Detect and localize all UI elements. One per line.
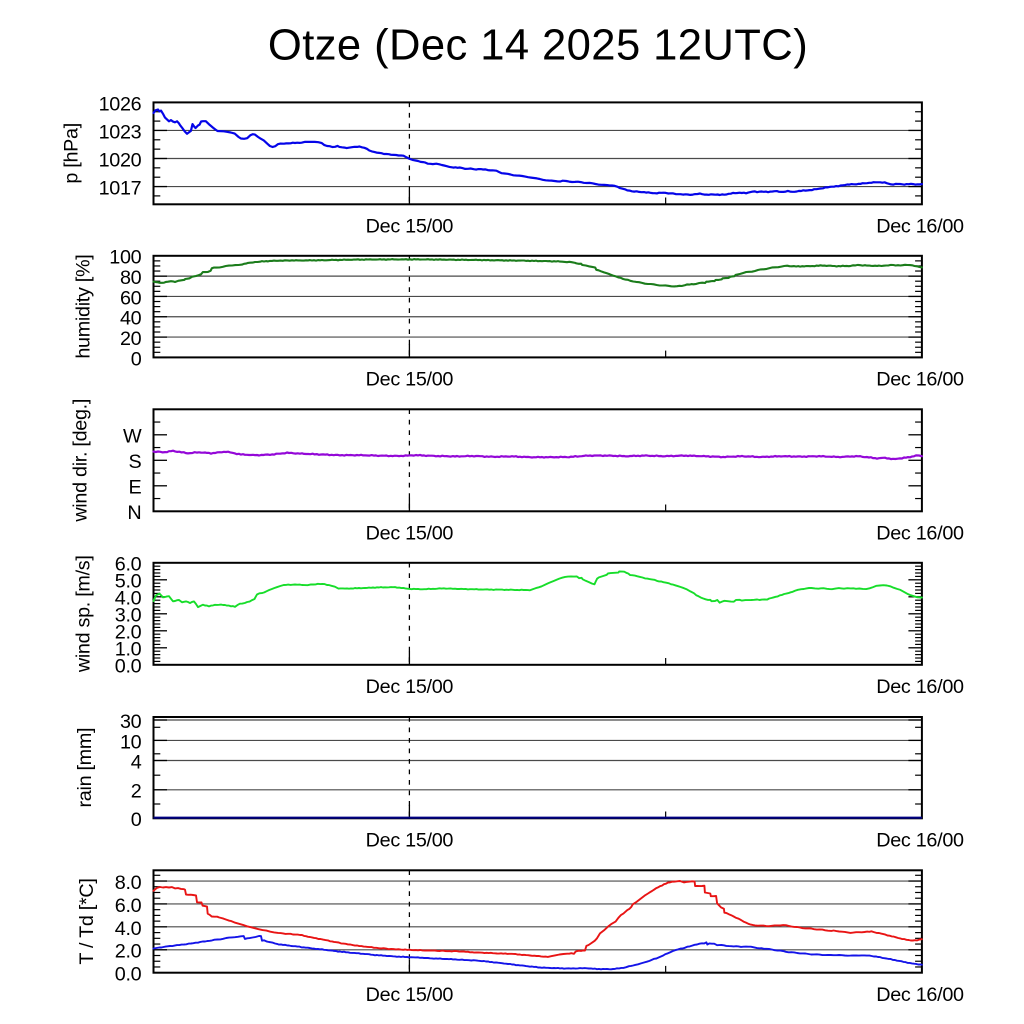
svg-text:0: 0 [131, 348, 142, 370]
svg-text:2.0: 2.0 [115, 622, 142, 644]
svg-text:0.0: 0.0 [115, 964, 142, 986]
svg-text:wind sp. [m/s]: wind sp. [m/s] [72, 555, 94, 673]
svg-text:S: S [128, 451, 141, 473]
svg-text:10: 10 [120, 731, 142, 753]
svg-text:humidity [%]: humidity [%] [72, 255, 94, 359]
svg-text:2.0: 2.0 [115, 941, 142, 963]
svg-text:rain [mm]: rain [mm] [74, 728, 96, 808]
svg-text:Dec 16/00: Dec 16/00 [876, 676, 964, 698]
svg-text:4: 4 [131, 751, 142, 773]
svg-text:Dec 15/00: Dec 15/00 [366, 830, 454, 852]
svg-text:wind dir. [deg.]: wind dir. [deg.] [69, 399, 91, 523]
svg-text:Dec 15/00: Dec 15/00 [366, 676, 454, 698]
svg-text:80: 80 [120, 267, 142, 289]
svg-text:0.0: 0.0 [115, 656, 142, 678]
svg-text:0: 0 [131, 809, 142, 831]
svg-text:Dec 16/00: Dec 16/00 [876, 830, 964, 852]
svg-text:Dec 16/00: Dec 16/00 [876, 523, 964, 545]
svg-text:4.0: 4.0 [115, 918, 142, 940]
svg-text:1023: 1023 [99, 121, 142, 143]
svg-text:4.0: 4.0 [115, 588, 142, 610]
svg-text:E: E [128, 477, 141, 499]
svg-text:1020: 1020 [99, 149, 142, 171]
svg-text:6.0: 6.0 [115, 895, 142, 917]
svg-text:1017: 1017 [99, 178, 142, 200]
svg-text:100: 100 [109, 247, 141, 269]
svg-text:Dec 15/00: Dec 15/00 [366, 984, 454, 1006]
svg-text:Dec 15/00: Dec 15/00 [366, 216, 454, 238]
svg-text:T / Td [*C]: T / Td [*C] [76, 878, 98, 964]
svg-text:30: 30 [120, 711, 142, 733]
svg-text:Dec 16/00: Dec 16/00 [876, 984, 964, 1006]
svg-text:3.0: 3.0 [115, 605, 142, 627]
svg-text:Dec 15/00: Dec 15/00 [366, 369, 454, 391]
svg-text:5.0: 5.0 [115, 571, 142, 593]
svg-text:p [hPa]: p [hPa] [60, 123, 82, 184]
svg-text:W: W [123, 426, 142, 448]
svg-text:60: 60 [120, 287, 142, 309]
svg-text:2: 2 [131, 781, 142, 803]
svg-text:20: 20 [120, 328, 142, 350]
svg-text:Dec 16/00: Dec 16/00 [876, 216, 964, 238]
svg-text:1.0: 1.0 [115, 639, 142, 661]
svg-text:N: N [127, 502, 141, 524]
svg-text:1026: 1026 [99, 93, 142, 115]
svg-text:40: 40 [120, 308, 142, 330]
svg-text:Otze (Dec 14 2025 12UTC): Otze (Dec 14 2025 12UTC) [268, 22, 808, 70]
svg-text:6.0: 6.0 [115, 554, 142, 576]
svg-text:8.0: 8.0 [115, 872, 142, 894]
svg-text:Dec 16/00: Dec 16/00 [876, 369, 964, 391]
svg-text:Dec 15/00: Dec 15/00 [366, 523, 454, 545]
